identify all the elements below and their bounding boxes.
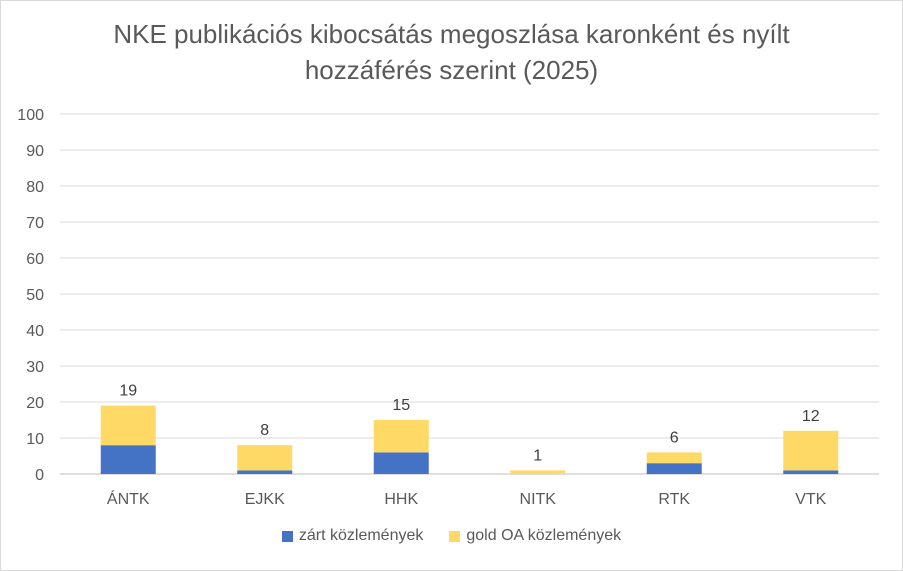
y-tick-label: 0 bbox=[35, 467, 44, 484]
y-tick-label: 60 bbox=[26, 251, 44, 268]
x-tick-label: EJKK bbox=[245, 491, 285, 508]
bar-closed bbox=[783, 470, 839, 474]
bar-gold-oa bbox=[100, 405, 156, 446]
bar-gold-oa bbox=[783, 430, 839, 471]
data-label-total: 8 bbox=[260, 422, 269, 439]
y-tick-label: 90 bbox=[26, 143, 44, 160]
legend-item-gold-oa: gold OA közlemények bbox=[449, 527, 621, 545]
legend-swatch-gold-oa bbox=[449, 530, 461, 542]
y-tick-label: 100 bbox=[17, 107, 44, 124]
y-tick-label: 50 bbox=[26, 287, 44, 304]
legend-swatch-closed bbox=[281, 530, 293, 542]
x-tick-label: NITK bbox=[520, 491, 557, 508]
bar-gold-oa bbox=[237, 445, 293, 471]
bar-gold-oa bbox=[646, 452, 702, 464]
bar-gold-oa bbox=[373, 420, 429, 453]
legend-label-gold-oa: gold OA közlemények bbox=[466, 527, 622, 544]
x-tick-label: RTK bbox=[658, 491, 690, 508]
data-label-total: 6 bbox=[670, 429, 679, 446]
x-tick-label: HHK bbox=[384, 491, 418, 508]
chart-title: NKE publikációs kibocsátás megoszlása ka… bbox=[0, 16, 903, 88]
y-tick-label: 40 bbox=[26, 323, 44, 340]
legend-item-closed: zárt közlemények bbox=[281, 527, 424, 545]
x-tick-label: VTK bbox=[795, 491, 826, 508]
bar-closed bbox=[373, 452, 429, 474]
data-label-total: 19 bbox=[119, 383, 137, 400]
x-tick-label: ÁNTK bbox=[107, 489, 150, 508]
data-label-total: 15 bbox=[392, 397, 410, 414]
bar-gold-oa bbox=[510, 470, 566, 474]
y-tick-label: 30 bbox=[26, 359, 44, 376]
bar-closed bbox=[237, 470, 293, 474]
bar-closed bbox=[100, 445, 156, 474]
legend-label-closed: zárt közlemények bbox=[298, 527, 424, 544]
y-tick-label: 70 bbox=[26, 215, 44, 232]
bar-closed bbox=[646, 463, 702, 474]
data-label-total: 12 bbox=[802, 408, 820, 425]
y-tick-label: 10 bbox=[26, 431, 44, 448]
y-tick-label: 20 bbox=[26, 395, 44, 412]
chart-title-line-2: hozzáférés szerint (2025) bbox=[304, 55, 599, 85]
legend: zárt közlemények gold OA közlemények bbox=[0, 527, 903, 545]
chart-title-line-1: NKE publikációs kibocsátás megoszlása ka… bbox=[113, 19, 790, 49]
data-label-total: 1 bbox=[533, 447, 542, 464]
y-tick-label: 80 bbox=[26, 179, 44, 196]
